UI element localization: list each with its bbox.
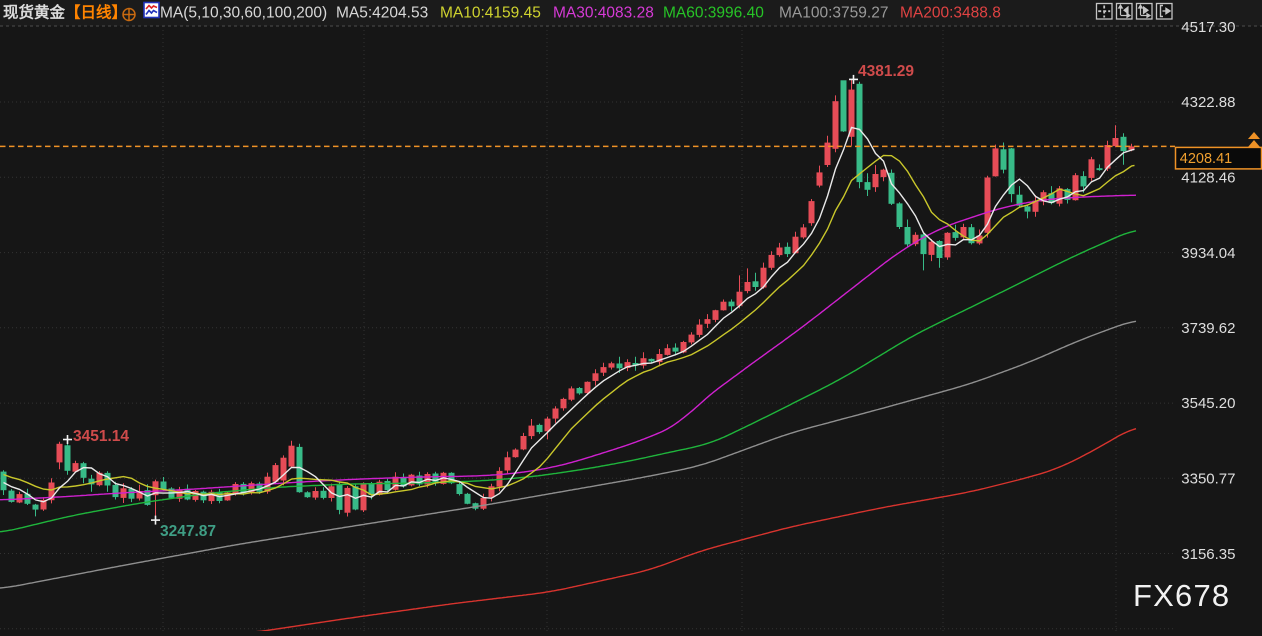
svg-text:MA(5,10,30,60,100,200): MA(5,10,30,60,100,200) [160,5,327,22]
svg-text:3934.04: 3934.04 [1181,245,1235,262]
svg-text:MA5:4204.53: MA5:4204.53 [336,5,428,22]
svg-text:MA60:3996.40: MA60:3996.40 [663,5,764,22]
svg-text:MA200:3488.8: MA200:3488.8 [900,5,1001,22]
svg-text:FX678: FX678 [1133,578,1230,613]
svg-text:3545.20: 3545.20 [1181,395,1235,412]
svg-text:3739.62: 3739.62 [1181,320,1235,337]
svg-text:4208.41: 4208.41 [1180,151,1232,167]
svg-text:4381.29: 4381.29 [858,63,914,80]
svg-text:3350.77: 3350.77 [1181,471,1235,488]
svg-text:【日线】: 【日线】 [65,3,127,22]
svg-text:3451.14: 3451.14 [73,428,129,445]
svg-text:MA100:3759.27: MA100:3759.27 [779,5,888,22]
svg-text:4517.30: 4517.30 [1181,19,1235,36]
svg-text:MA10:4159.45: MA10:4159.45 [440,5,541,22]
svg-text:3247.87: 3247.87 [160,523,216,540]
svg-text:4322.88: 4322.88 [1181,94,1235,111]
svg-text:3156.35: 3156.35 [1181,546,1235,563]
svg-text:现货黄金: 现货黄金 [3,3,66,22]
svg-text:4128.46: 4128.46 [1181,170,1235,187]
svg-text:MA30:4083.28: MA30:4083.28 [553,5,654,22]
